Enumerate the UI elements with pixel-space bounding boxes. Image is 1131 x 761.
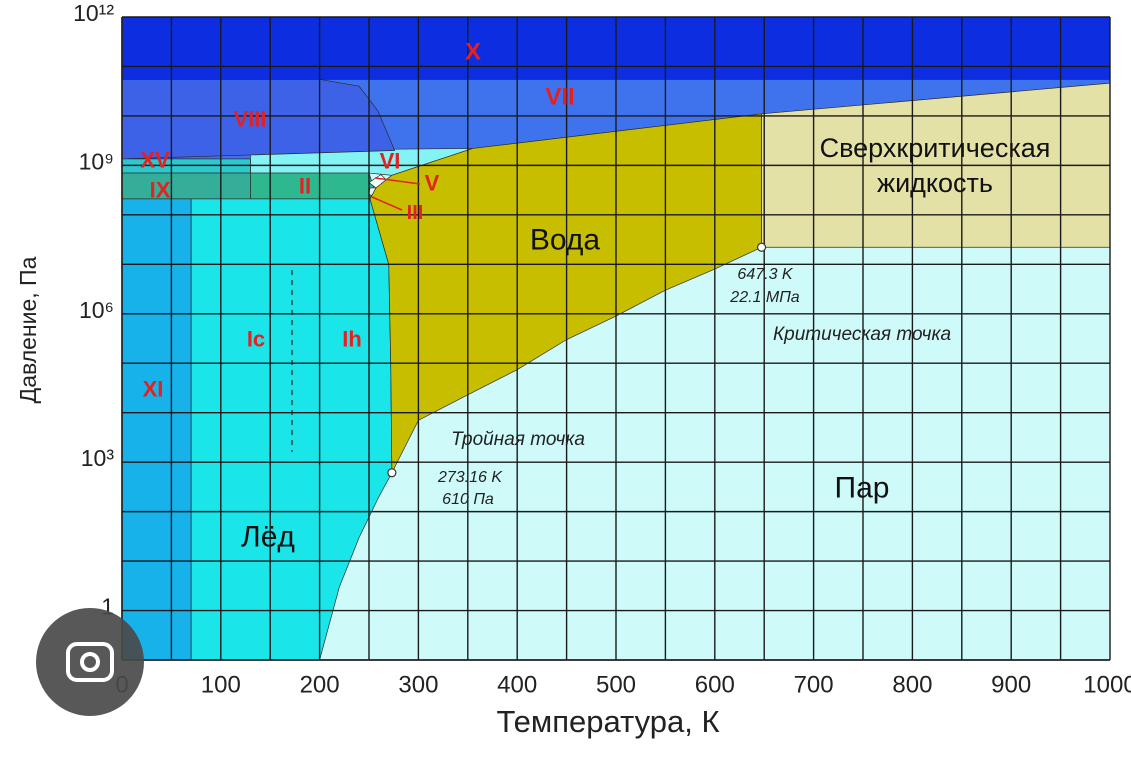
x-tick-label: 700 bbox=[794, 671, 834, 698]
region-label: VII bbox=[545, 83, 575, 111]
leader-line bbox=[371, 196, 403, 211]
lens-icon bbox=[80, 652, 100, 672]
point-name: Тройная точка bbox=[451, 429, 585, 450]
point-label: 273.16 K bbox=[437, 469, 503, 486]
region-label: Лёд bbox=[241, 520, 295, 554]
region-label: XV bbox=[140, 147, 170, 173]
region-label: Сверхкритическая жидкость bbox=[819, 132, 1051, 198]
y-tick-label: 10¹² bbox=[73, 0, 114, 26]
x-tick-label: 100 bbox=[201, 671, 241, 698]
leader-line bbox=[374, 177, 421, 185]
x-tick-label: 1000 bbox=[1083, 671, 1131, 698]
region-label: III bbox=[406, 202, 424, 224]
y-tick-label: 10³ bbox=[81, 445, 115, 471]
region-label: Вода bbox=[529, 223, 601, 257]
y-axis-title: Давление, Па bbox=[15, 256, 41, 403]
point-label: 647.3 K bbox=[737, 266, 793, 283]
phase-region bbox=[250, 172, 375, 200]
region-label: Ic bbox=[246, 326, 266, 352]
x-tick-label: 400 bbox=[497, 671, 537, 698]
lens-badge bbox=[36, 608, 144, 716]
y-tick-label: 10⁹ bbox=[79, 148, 114, 174]
point-name: Критическая точка bbox=[773, 324, 951, 345]
region-label: Пар bbox=[834, 471, 890, 505]
x-tick-label: 800 bbox=[892, 671, 932, 698]
lens-icon bbox=[66, 642, 114, 682]
x-tick-label: 300 bbox=[398, 671, 438, 698]
region-label: VIII bbox=[233, 106, 267, 132]
phase-point bbox=[756, 242, 767, 252]
region-label: Ih bbox=[342, 326, 362, 352]
x-tick-label: 600 bbox=[695, 671, 735, 698]
region-label: XI bbox=[142, 376, 164, 402]
phase-point bbox=[387, 468, 397, 478]
region-label: X bbox=[464, 38, 482, 66]
point-label: 22.1 МПа bbox=[729, 289, 800, 306]
x-tick-label: 900 bbox=[991, 671, 1031, 698]
point-label: 610 Па bbox=[442, 491, 494, 508]
phase-region bbox=[122, 198, 192, 660]
y-tick-label: 10⁶ bbox=[79, 297, 114, 323]
x-tick-label: 200 bbox=[300, 671, 340, 698]
region-label: V bbox=[424, 170, 440, 196]
x-axis-title: Температура, К bbox=[496, 704, 719, 739]
phase-region bbox=[122, 172, 251, 200]
region-label: II bbox=[298, 173, 312, 199]
region-label: VI bbox=[379, 148, 401, 174]
region-label: IX bbox=[149, 177, 171, 203]
x-tick-label: 500 bbox=[596, 671, 636, 698]
